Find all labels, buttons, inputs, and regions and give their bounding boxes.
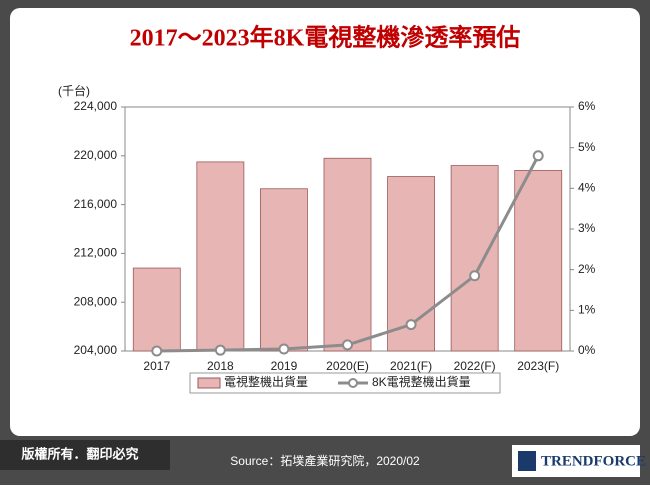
logo: TRENDFORCE [541, 453, 646, 469]
y-tick-label: 204,000 [74, 343, 118, 357]
x-tick-label: 2019 [271, 359, 298, 373]
marker [278, 343, 290, 355]
bar [196, 161, 245, 352]
y-tick-label: 224,000 [74, 99, 118, 113]
marker [469, 270, 481, 282]
y2-tick-label: 0% [578, 343, 596, 357]
legend-marker [348, 378, 358, 388]
marker [532, 150, 544, 162]
x-tick-label: 2022(F) [454, 359, 496, 373]
x-tick-label: 2023(F) [517, 359, 559, 373]
bar [450, 165, 499, 352]
y-tick-label: 212,000 [74, 246, 118, 260]
legend-label: 電視整機出貨量 [224, 374, 308, 389]
rights: 版權所有．翻印必究 [21, 446, 138, 461]
chart-title: 2017～2023年8K電視整機滲透率預估 [130, 24, 521, 52]
y2-tick-label: 4% [578, 181, 596, 195]
legend-box [189, 372, 501, 394]
y-tick-label: 220,000 [74, 148, 118, 162]
bar [132, 267, 181, 352]
x-tick-label: 2020(E) [326, 359, 369, 373]
rights-box [0, 440, 170, 470]
y2-tick-label: 1% [578, 303, 596, 317]
x-tick-label: 2018 [207, 359, 234, 373]
x-tick-label: 2021(F) [390, 359, 432, 373]
y-axis-label: (千台) [58, 83, 90, 98]
y-tick-label: 216,000 [74, 197, 118, 211]
legend-label: 8K電視整機出貨量 [372, 374, 471, 389]
y2-tick-label: 3% [578, 221, 596, 235]
x-tick-label: 2017 [143, 359, 170, 373]
y2-tick-label: 6% [578, 99, 596, 113]
marker [151, 345, 163, 357]
y2-tick-label: 5% [578, 140, 596, 154]
bar [323, 157, 372, 352]
legend-swatch [197, 377, 221, 389]
bar [260, 188, 308, 352]
marker [342, 339, 353, 351]
marker [405, 319, 417, 331]
bar [514, 170, 563, 352]
logo-icon [518, 451, 536, 471]
source: Source：拓墣產業研究院，2020/02 [230, 453, 420, 468]
y-tick-label: 208,000 [74, 294, 118, 308]
marker [214, 344, 226, 356]
y2-tick-label: 2% [578, 262, 596, 276]
